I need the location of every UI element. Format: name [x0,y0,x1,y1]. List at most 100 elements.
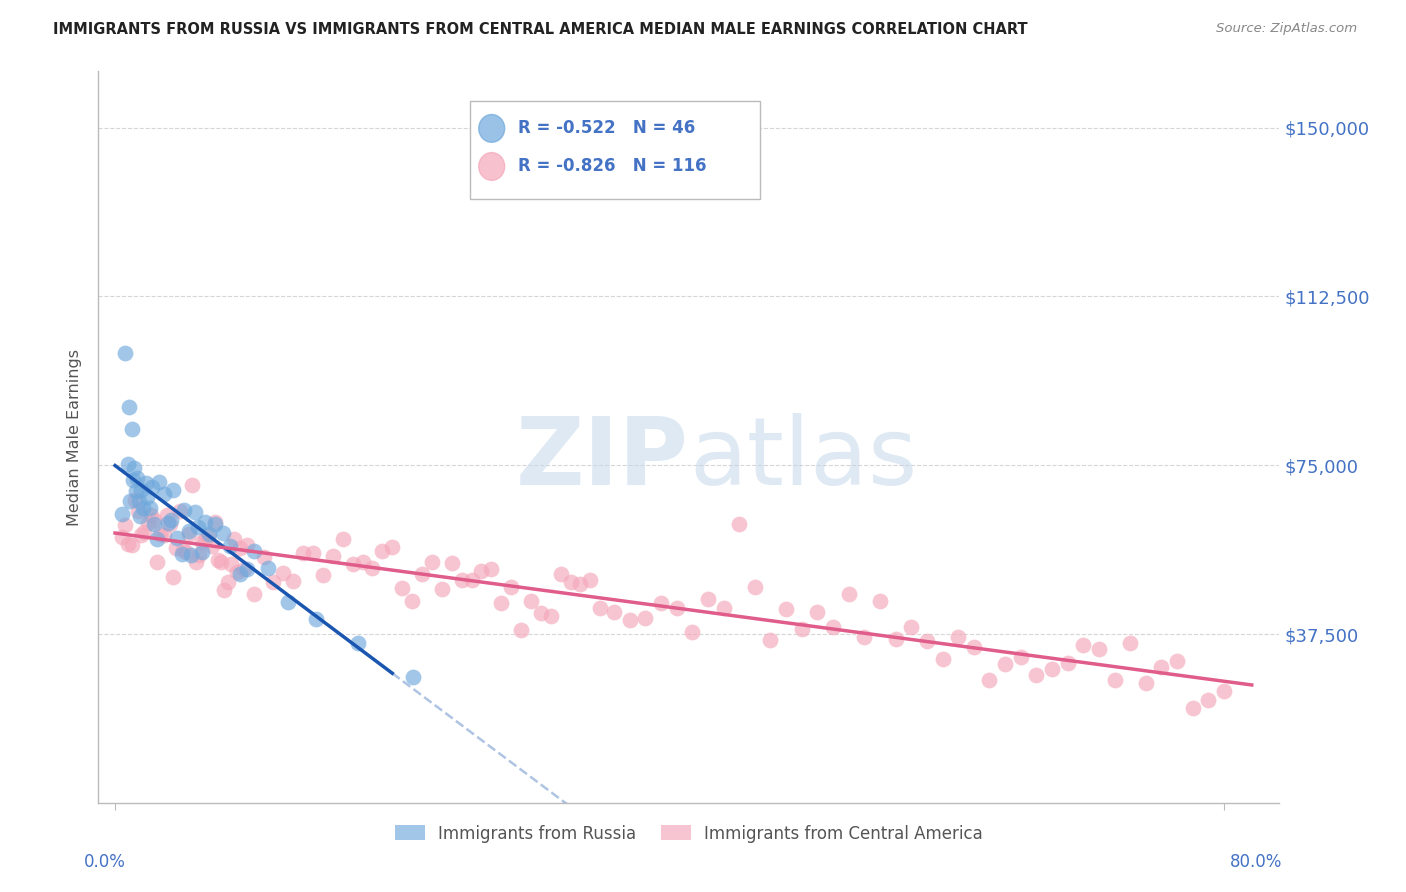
Point [460,574,482,588]
Point [963,640,986,654]
Point [149,527,172,541]
Point [145,532,167,546]
Point [510,623,533,637]
Point [117,537,139,551]
Point [128,494,150,508]
Point [235,538,257,552]
Point [214,583,236,598]
Legend: Immigrants from Russia, Immigrants from Central America: Immigrants from Russia, Immigrants from … [388,818,990,849]
Point [219,557,242,571]
Point [111,530,134,544]
Text: R = -0.826   N = 116: R = -0.826 N = 116 [517,158,706,176]
Point [681,625,703,640]
Point [381,540,404,554]
FancyBboxPatch shape [471,101,759,200]
Point [170,547,193,561]
Point [256,561,278,575]
Point [430,582,453,597]
Point [173,503,195,517]
Point [589,601,612,615]
Point [174,545,197,559]
Point [197,529,219,543]
Point [152,528,174,542]
Point [121,538,143,552]
Point [744,580,766,594]
Point [900,620,922,634]
Point [634,611,657,625]
Point [696,591,718,606]
Text: Source: ZipAtlas.com: Source: ZipAtlas.com [1216,22,1357,36]
Point [650,596,672,610]
Point [209,555,232,569]
Point [191,535,214,549]
Point [915,634,938,648]
Point [470,564,492,578]
Point [759,633,782,648]
Point [1166,654,1188,668]
Point [371,544,394,558]
Point [273,566,295,581]
Point [579,573,602,587]
Point [550,567,572,582]
Point [159,517,181,532]
Point [219,539,242,553]
Point [129,508,152,523]
Point [134,524,156,539]
Point [838,587,860,601]
Text: atlas: atlas [689,413,917,505]
Point [194,516,217,530]
Point [277,595,299,609]
Point [283,574,305,588]
Point [229,567,252,582]
Point [979,673,1001,688]
Point [489,596,512,610]
Point [180,548,202,562]
Point [159,513,181,527]
Point [172,542,194,557]
Text: R = -0.522   N = 46: R = -0.522 N = 46 [517,120,695,137]
Point [127,471,149,485]
Point [869,594,891,608]
Point [129,527,152,541]
Ellipse shape [478,114,505,143]
Point [292,546,315,560]
Point [235,562,257,576]
Point [139,508,162,523]
Point [530,606,553,620]
Point [1213,684,1236,698]
Point [402,670,425,684]
Point [411,567,433,582]
Point [169,504,191,518]
Point [118,400,141,414]
Point [229,541,252,555]
Point [252,549,274,564]
Point [156,508,179,523]
Point [1071,638,1094,652]
Point [322,549,344,564]
Point [1197,693,1219,707]
Point [187,548,209,562]
Point [121,422,143,436]
Point [501,580,523,594]
Point [790,622,813,636]
Point [194,533,217,547]
Point [560,574,582,589]
Point [184,505,207,519]
Point [1181,701,1204,715]
Point [179,527,201,541]
Point [440,556,463,570]
Point [1119,636,1142,650]
Point [391,582,413,596]
Point [853,630,876,644]
Point [212,525,235,540]
Point [946,630,969,644]
Point [342,557,364,571]
Point [152,486,174,500]
Point [222,532,245,546]
Point [198,526,221,541]
Point [162,483,184,498]
Point [177,524,200,538]
Point [806,605,828,619]
Point [200,539,222,553]
Point [603,605,626,619]
